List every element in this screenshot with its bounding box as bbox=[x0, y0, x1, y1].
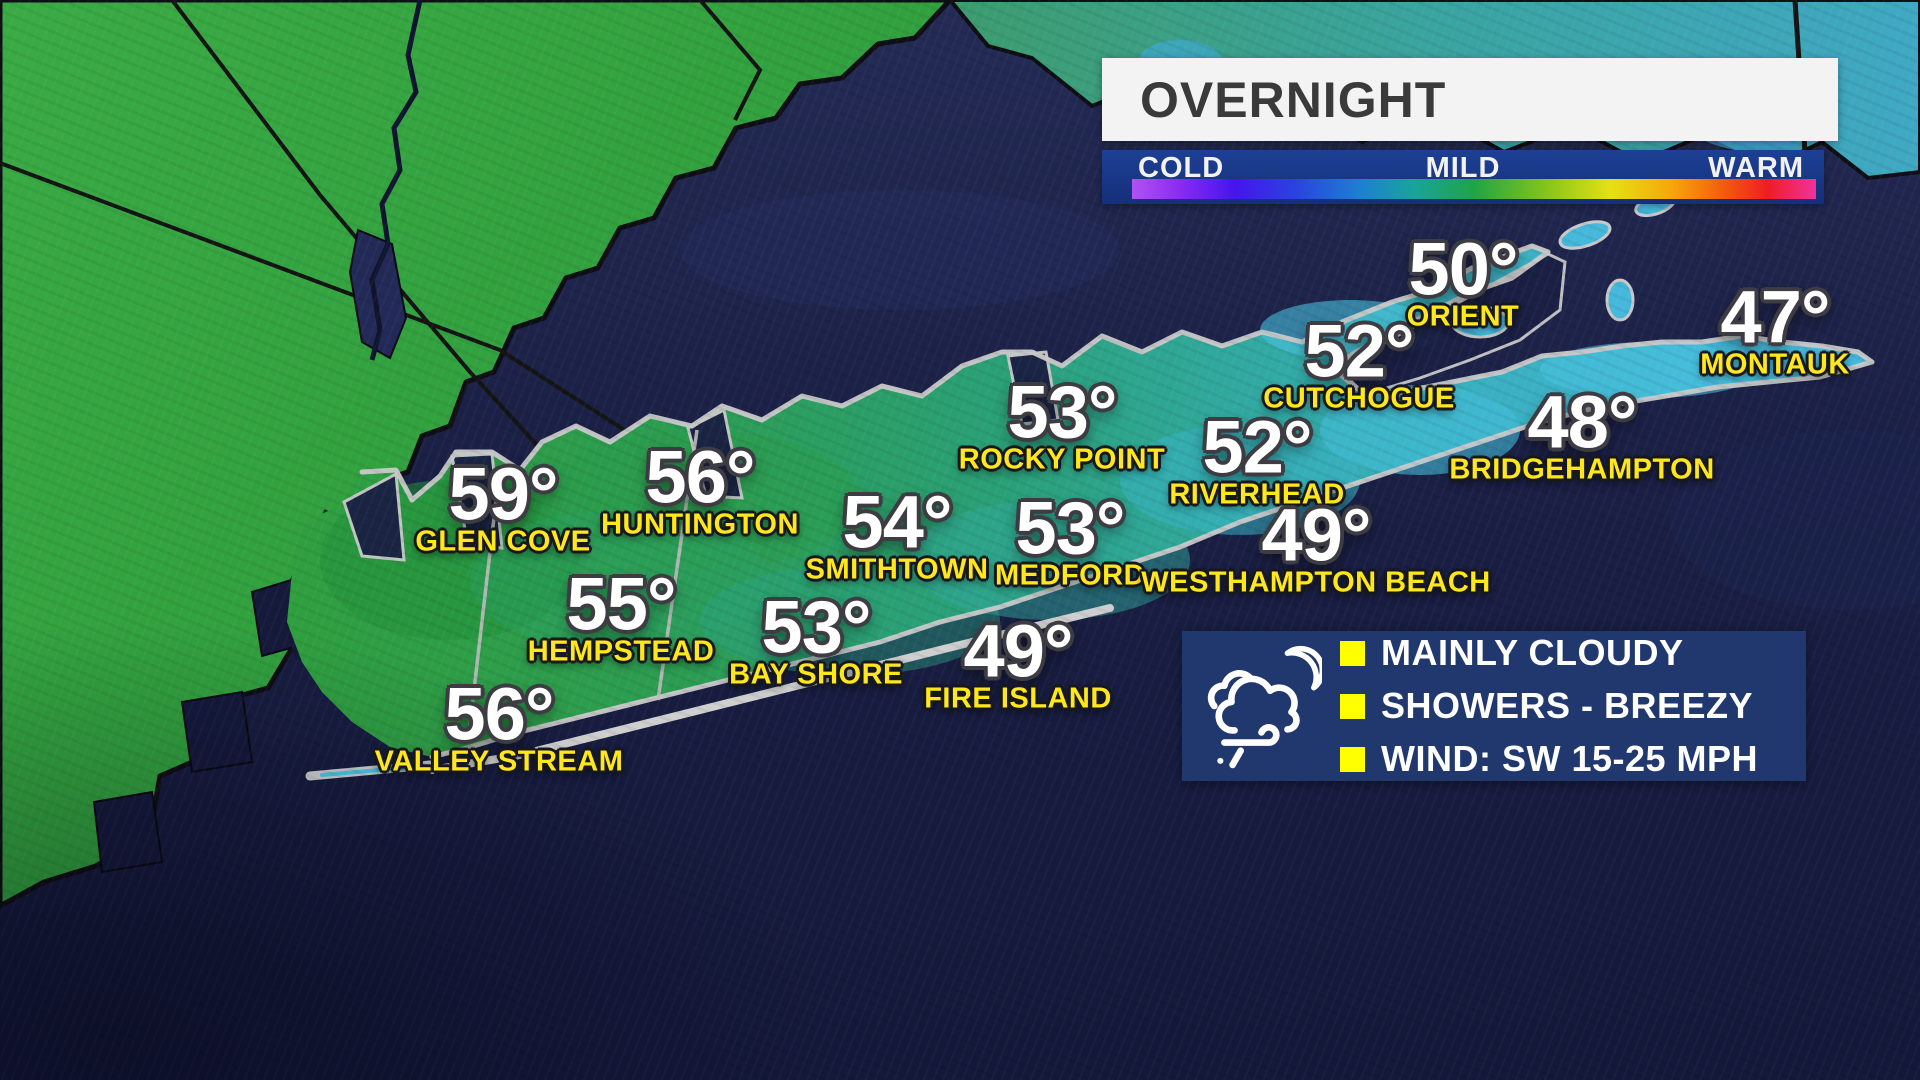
conditions-list: MAINLY CLOUDY SHOWERS - BREEZY WIND: SW 15… bbox=[1340, 632, 1758, 780]
station-city: MONTAUK bbox=[1700, 348, 1850, 381]
station-temp: 49° bbox=[963, 609, 1074, 693]
station-city: HUNTINGTON bbox=[601, 508, 799, 541]
station-temp: 56° bbox=[444, 672, 555, 756]
station-temp: 59° bbox=[448, 452, 559, 536]
station-city: SMITHTOWN bbox=[805, 553, 989, 586]
station-city: MEDFORD bbox=[994, 559, 1146, 592]
station-city: VALLEY STREAM bbox=[374, 745, 624, 778]
station-temp: 48° bbox=[1527, 380, 1638, 464]
scale-label-warm: WARM bbox=[1708, 152, 1804, 184]
condition-label: MAINLY CLOUDY bbox=[1381, 632, 1684, 673]
station-westhampton-beach: 49° WESTHAMPTON BEACH bbox=[1141, 493, 1491, 599]
station-smithtown: 54° SMITHTOWN bbox=[805, 480, 989, 586]
station-temp: 52° bbox=[1304, 309, 1415, 393]
temperature-gradient-strip bbox=[1132, 179, 1816, 199]
cloudy-night-wind-showers-icon bbox=[1207, 645, 1322, 769]
station-city: WESTHAMPTON BEACH bbox=[1141, 566, 1491, 599]
condition-label: WIND: SW 15-25 MPH bbox=[1381, 738, 1759, 779]
station-montauk: 47° MONTAUK bbox=[1700, 275, 1850, 381]
station-bay-shore: 53° BAY SHORE bbox=[729, 585, 903, 691]
station-city: ORIENT bbox=[1406, 300, 1520, 333]
station-city: ROCKY POINT bbox=[958, 443, 1166, 476]
condition-bullet bbox=[1340, 640, 1365, 666]
station-city: BAY SHORE bbox=[729, 658, 903, 691]
scale-label-mild: MILD bbox=[1425, 152, 1501, 184]
condition-label: SHOWERS - BREEZY bbox=[1381, 685, 1754, 726]
station-city: HEMPSTEAD bbox=[527, 635, 715, 668]
condition-bullet bbox=[1340, 693, 1365, 719]
condition-bullet bbox=[1340, 746, 1365, 772]
station-city: GLEN COVE bbox=[415, 525, 591, 558]
station-bridgehampton: 48° BRIDGEHAMPTON bbox=[1449, 380, 1715, 486]
station-temp: 50° bbox=[1408, 227, 1519, 311]
station-fire-island: 49° FIRE ISLAND bbox=[924, 609, 1112, 715]
coastline bbox=[359, 243, 1875, 760]
station-city: RIVERHEAD bbox=[1169, 478, 1345, 511]
station-city: FIRE ISLAND bbox=[924, 682, 1112, 715]
station-hempstead: 55° HEMPSTEAD bbox=[527, 562, 715, 668]
station-cutchogue: 52° CUTCHOGUE bbox=[1263, 309, 1455, 415]
station-temp: 56° bbox=[645, 435, 756, 519]
condition-row: WIND: SW 15-25 MPH bbox=[1340, 738, 1758, 780]
legend: OVERNIGHT COLD MILD WARM bbox=[1102, 58, 1838, 204]
station-city: BRIDGEHAMPTON bbox=[1449, 453, 1715, 486]
station-valley-stream: 56° VALLEY STREAM bbox=[374, 672, 624, 778]
station-medford: 53° MEDFORD bbox=[994, 486, 1146, 592]
scale-label-cold: COLD bbox=[1138, 152, 1225, 184]
station-temp: 49° bbox=[1261, 493, 1372, 577]
station-temp: 53° bbox=[1015, 486, 1126, 570]
station-temp: 55° bbox=[566, 562, 677, 646]
station-orient: 50° ORIENT bbox=[1406, 227, 1520, 333]
station-temp: 54° bbox=[842, 480, 953, 564]
conditions-panel: MAINLY CLOUDY SHOWERS - BREEZY WIND: SW 15… bbox=[1182, 631, 1806, 781]
legend-title-box: OVERNIGHT bbox=[1102, 58, 1838, 141]
condition-row: SHOWERS - BREEZY bbox=[1340, 685, 1758, 727]
legend-title: OVERNIGHT bbox=[1140, 71, 1447, 128]
station-rocky-point: 53° ROCKY POINT bbox=[958, 370, 1166, 476]
condition-row: MAINLY CLOUDY bbox=[1340, 632, 1758, 674]
station-glen-cove: 59° GLEN COVE bbox=[415, 452, 591, 558]
station-huntington: 56° HUNTINGTON bbox=[601, 435, 799, 541]
station-temp: 47° bbox=[1720, 275, 1831, 359]
station-temp: 52° bbox=[1202, 405, 1313, 489]
station-temp: 53° bbox=[761, 585, 872, 669]
station-riverhead: 52° RIVERHEAD bbox=[1169, 405, 1345, 511]
station-temp: 53° bbox=[1007, 370, 1118, 454]
station-city: CUTCHOGUE bbox=[1263, 382, 1455, 415]
temperature-scale-bar: COLD MILD WARM bbox=[1102, 150, 1824, 204]
